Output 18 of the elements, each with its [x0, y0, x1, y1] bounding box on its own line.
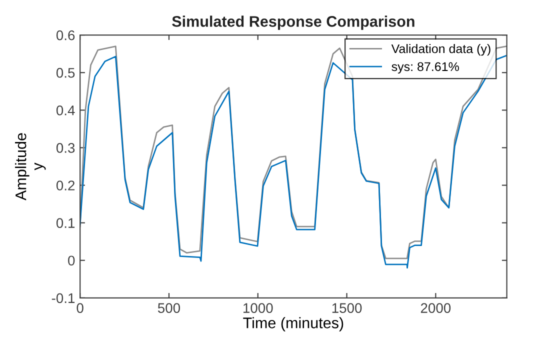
x-axis-title: Time (minutes)	[243, 317, 344, 332]
y-tick-label: 0.5	[56, 68, 75, 78]
y-tick-label: 0	[68, 256, 75, 266]
x-tick-label: 500	[158, 303, 180, 313]
x-tick-label: 1000	[243, 303, 273, 313]
y-tick-label: 0.6	[56, 30, 75, 40]
y-tick-label: -0.1	[52, 293, 75, 304]
x-tick-label: 1500	[332, 303, 362, 313]
y-tick-label: 0.3	[56, 143, 75, 153]
x-tick-label: 0	[76, 303, 84, 313]
x-tick-label: 2000	[420, 303, 451, 313]
y-tick-label: 0.2	[56, 180, 75, 190]
legend-label: Validation data (y)	[391, 44, 490, 56]
y-tick-label: 0.4	[56, 105, 75, 116]
chart-title: Simulated Response Comparison	[172, 16, 414, 30]
legend-label: sys: 87.61%	[392, 62, 459, 74]
y-tick-label: 0.1	[56, 218, 75, 228]
y-axis-title: Amplitude y	[15, 133, 46, 200]
